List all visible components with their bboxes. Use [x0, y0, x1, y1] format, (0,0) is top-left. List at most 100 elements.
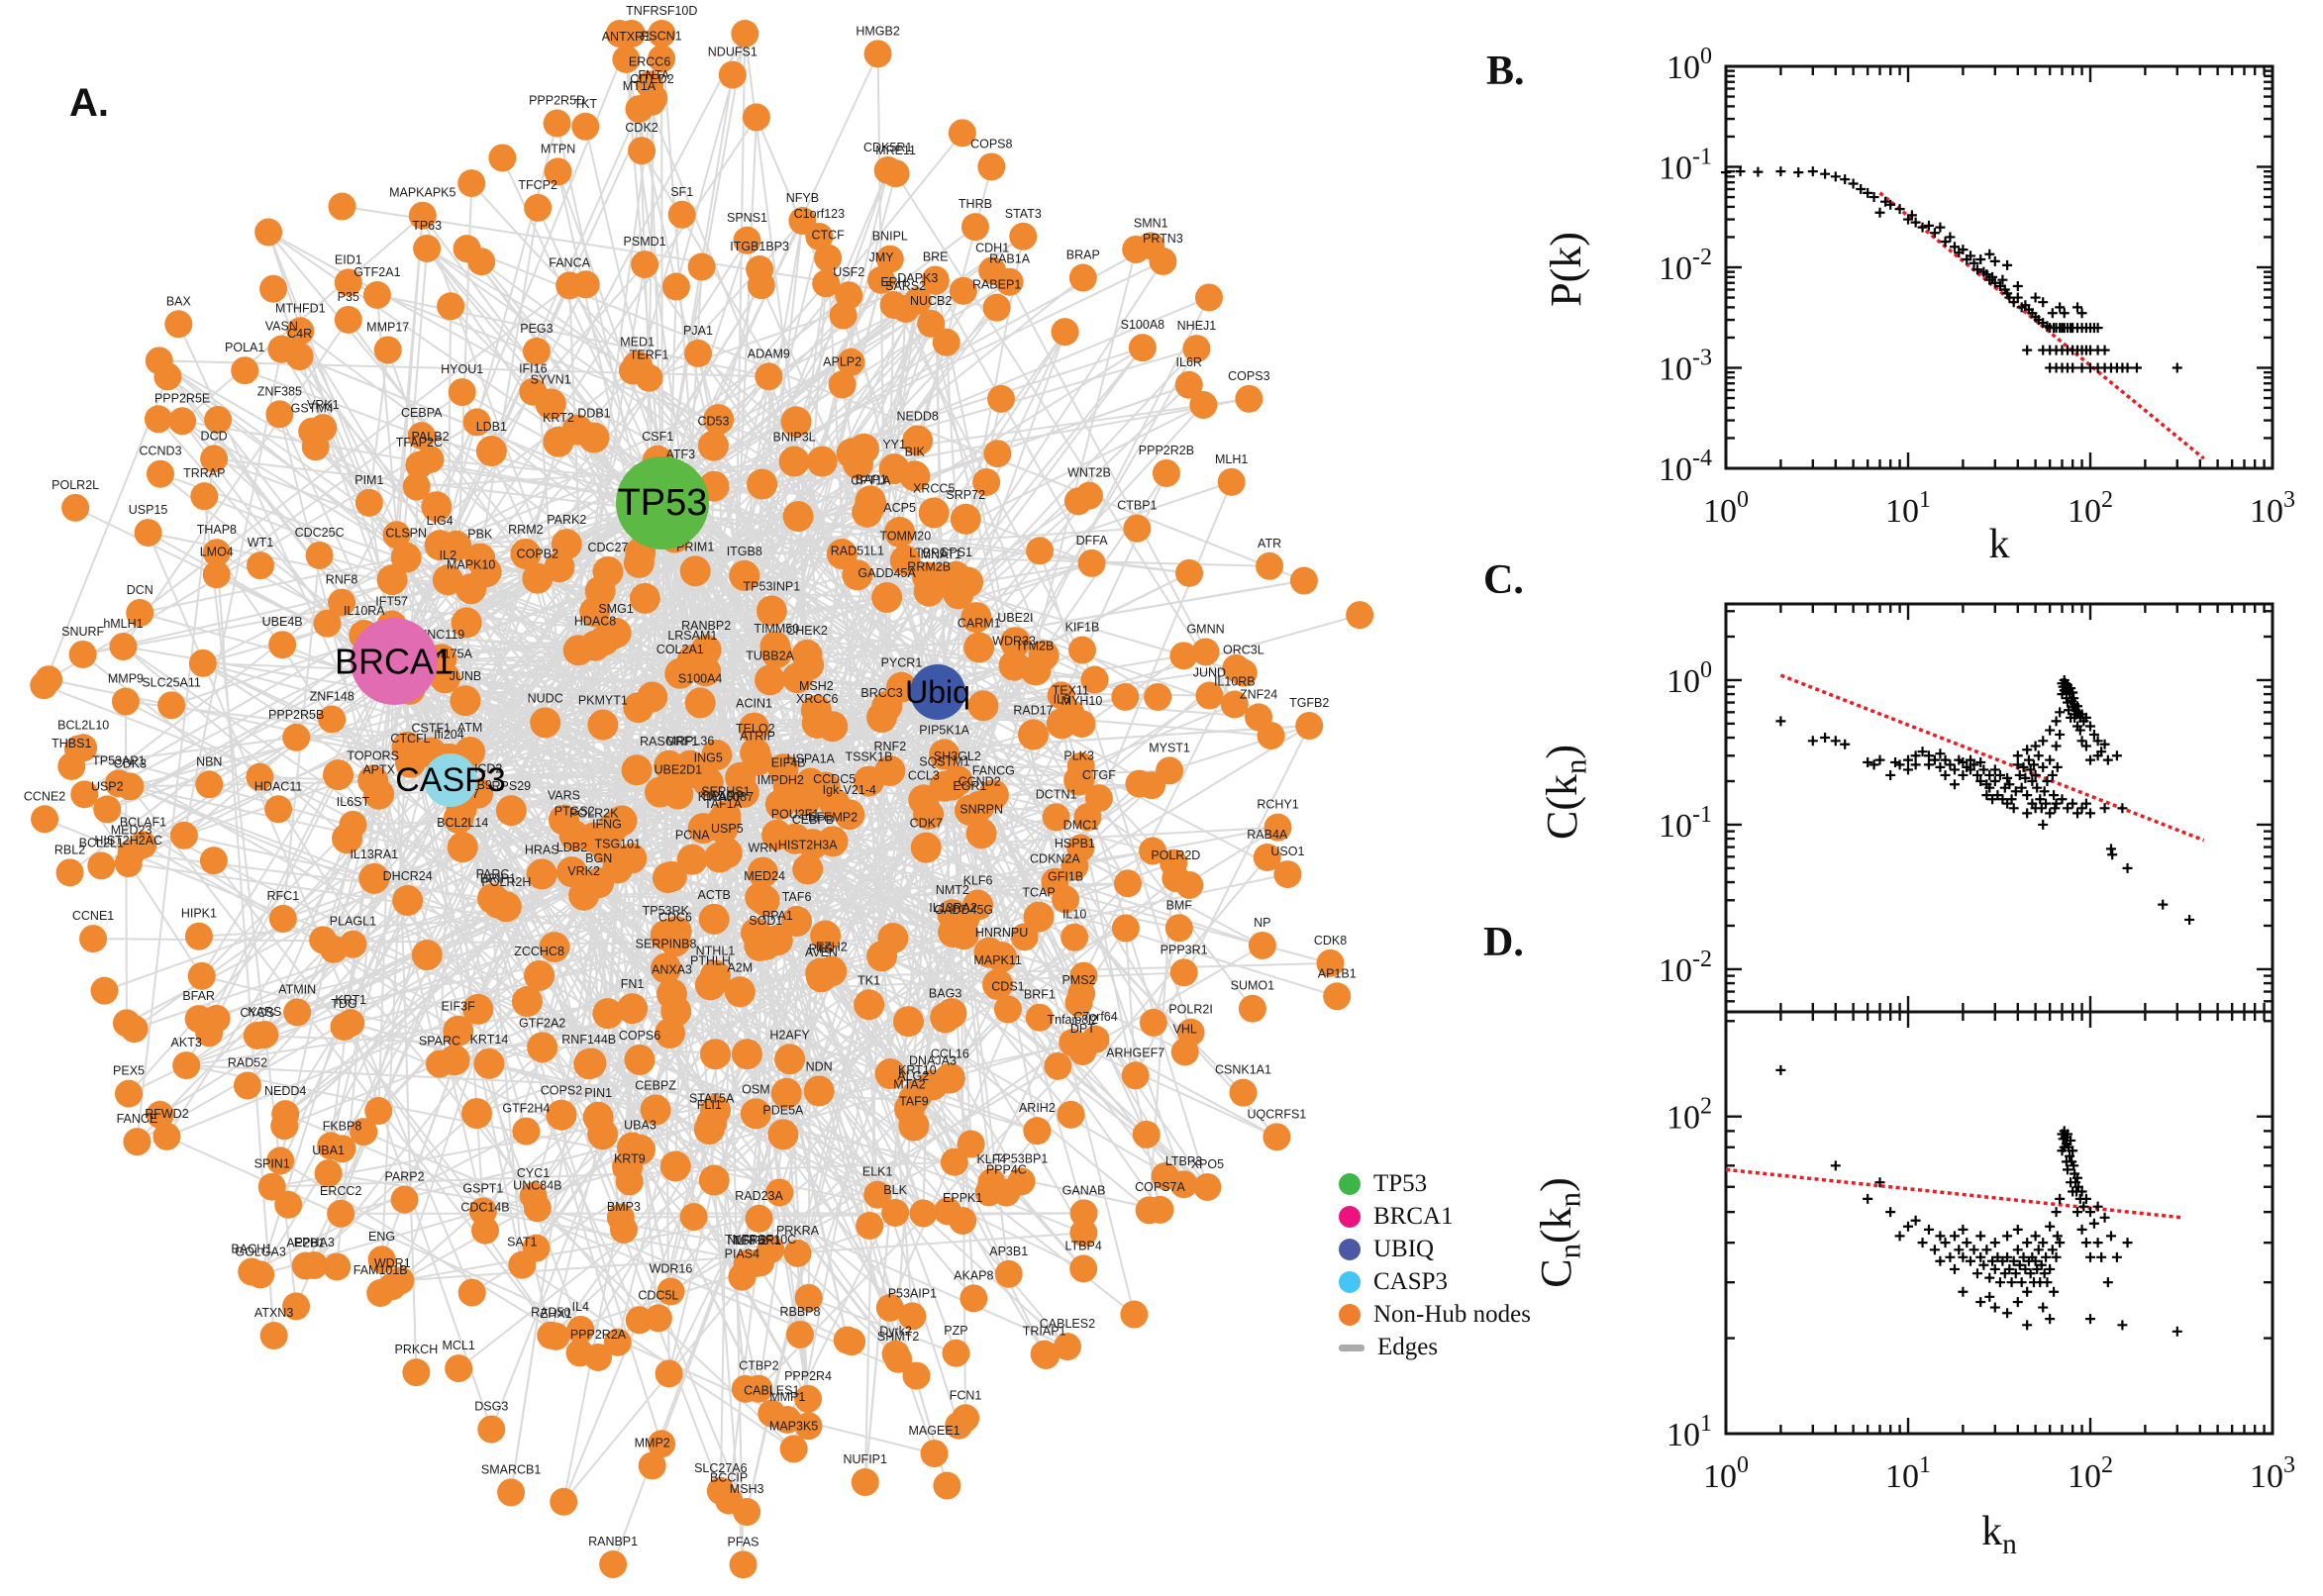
legend-item: UBIQ: [1339, 1236, 1531, 1262]
network-edge: [674, 941, 975, 1299]
network-edge: [322, 939, 641, 1322]
network-edge: [263, 838, 349, 1036]
scatter-points: [1775, 1064, 2182, 1337]
network-node: [863, 1180, 892, 1209]
network-node: [283, 998, 312, 1027]
legend-item-label: Non-Hub nodes: [1373, 1301, 1532, 1328]
network-edge: [1124, 928, 1137, 1076]
network-edge: [216, 691, 939, 1020]
network-edge: [391, 215, 424, 580]
network-node: [328, 588, 356, 617]
network-node: [792, 853, 824, 885]
network-node: [246, 551, 274, 580]
network-node: [408, 201, 437, 230]
network-node: [190, 482, 219, 511]
network-edge: [661, 502, 1071, 715]
network-edge: [158, 359, 596, 613]
legend-node-swatch: [1339, 1206, 1361, 1228]
legend-item: Non-Hub nodes: [1339, 1301, 1532, 1328]
network-node: [803, 1075, 835, 1107]
network-node: [1018, 719, 1050, 750]
network-edge: [426, 953, 896, 1214]
panel-d-label: D.: [1483, 920, 1524, 965]
network-edge: [352, 284, 762, 946]
y-tick-label: 101: [1666, 1411, 1712, 1453]
network-edge: [934, 279, 954, 1014]
network-node: [327, 1199, 355, 1228]
network-edge: [934, 280, 1093, 564]
network-edge: [678, 290, 964, 674]
network-edge: [122, 319, 350, 648]
network-edge: [625, 58, 663, 504]
network-node: [1256, 551, 1284, 580]
legend-node-swatch: [1339, 1239, 1361, 1260]
network-edge: [465, 622, 758, 935]
network-node: [413, 234, 442, 262]
network-node: [851, 1468, 879, 1497]
x-tick-label: 100: [1703, 487, 1749, 530]
network-edge: [271, 1160, 955, 1188]
network-edge: [889, 472, 1167, 1074]
network-node: [184, 922, 213, 950]
network-node: [898, 1302, 927, 1331]
network-node: [200, 445, 229, 473]
network-node: [231, 356, 259, 385]
network-node: [960, 213, 989, 242]
network-edge: [867, 781, 883, 956]
x-tick-label: 101: [1885, 487, 1931, 530]
y-tick-label: 10-1: [1659, 802, 1712, 845]
network-edge: [746, 691, 939, 1055]
axis-label-y: P(k): [1542, 232, 1590, 307]
scatter-points: [1721, 166, 2182, 373]
network-edge: [182, 349, 283, 836]
network-edge: [322, 545, 457, 941]
y-tick-label: 10-2: [1659, 245, 1712, 287]
network-edge: [284, 881, 600, 1115]
legend-item: BRCA1: [1339, 1203, 1531, 1230]
network-edge: [202, 662, 667, 969]
x-tick-label: 101: [1885, 1452, 1931, 1495]
network-node: [556, 856, 587, 888]
network-edge: [327, 622, 939, 693]
network-node: [109, 633, 138, 661]
network-node: [202, 560, 231, 589]
legend-item-label: BRCA1: [1373, 1203, 1454, 1230]
network-node: [828, 370, 857, 399]
axis-label-y: Cn​(kn​): [1532, 1177, 1587, 1287]
network-edge: [747, 1143, 972, 1265]
network-node: [1238, 994, 1266, 1023]
network-node: [475, 436, 507, 467]
network-node: [1263, 813, 1292, 842]
network-edge: [426, 248, 663, 504]
legend-edge-swatch: [1339, 1344, 1364, 1351]
y-tick-label: 102: [1666, 1094, 1712, 1137]
network-node: [291, 1251, 320, 1280]
network-node: [407, 422, 436, 450]
network-node: [863, 40, 892, 68]
plot-frame: [1724, 1010, 2274, 1436]
y-tick-label: 100: [1666, 657, 1712, 700]
network-node: [1229, 1078, 1258, 1107]
network-edge: [661, 260, 1163, 504]
network-node: [698, 903, 730, 935]
legend-node-swatch: [1339, 1173, 1361, 1195]
y-tick-label: 100: [1666, 44, 1712, 86]
network-node: [999, 627, 1031, 658]
network-edge: [393, 660, 1154, 852]
network-edge: [83, 793, 203, 977]
network-edge: [278, 413, 395, 662]
y-tick-label: 10-1: [1659, 145, 1712, 187]
network-node: [1248, 931, 1276, 959]
network-edge: [967, 581, 1159, 698]
network-node: [318, 705, 347, 734]
network-node: [656, 1277, 685, 1306]
legend: TP53 BRCA1 UBIQ CASP3 Non-Hub nodes Edges: [1339, 1170, 1532, 1360]
y-tick-label: 10-4: [1659, 446, 1712, 488]
network-node: [1316, 948, 1345, 977]
network-edge: [710, 694, 1062, 1124]
network-node: [982, 968, 1014, 1000]
network-edge: [476, 421, 939, 693]
